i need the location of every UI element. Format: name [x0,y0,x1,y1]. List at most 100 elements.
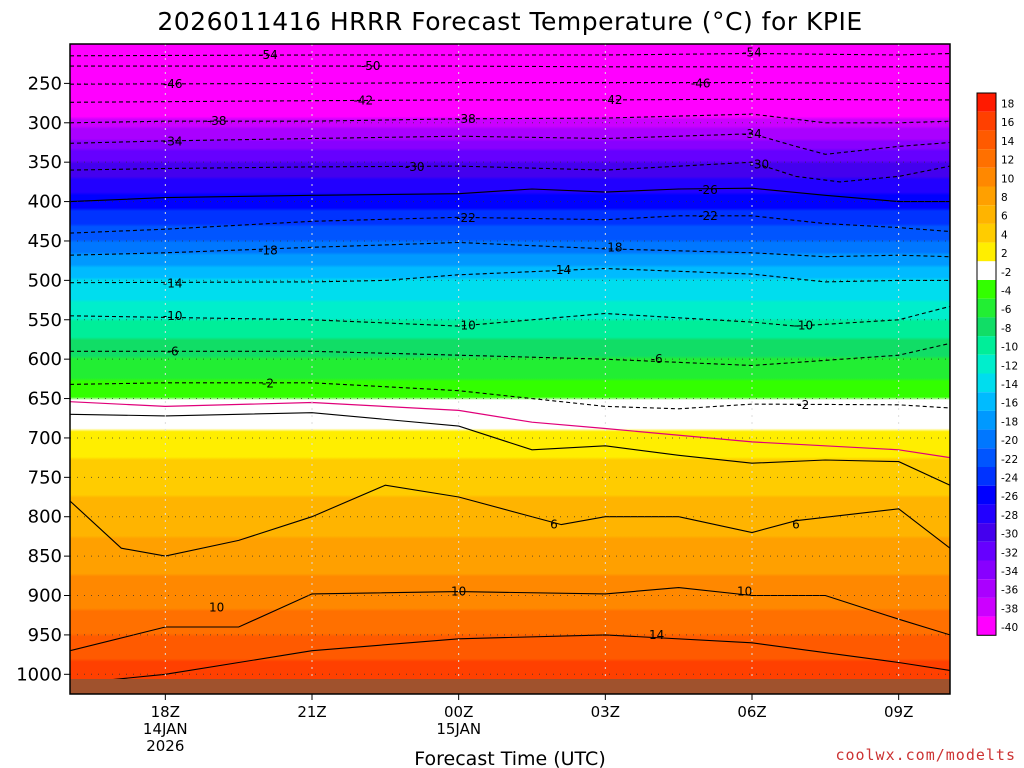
x-tick-label: 06Z [737,703,766,721]
isotherm-label: -30 [405,160,425,174]
isotherm-label: -14 [163,277,183,291]
colorbar-label: -8 [1001,323,1011,335]
isotherm-label: -2 [797,398,809,412]
isotherm-label: -42 [353,94,373,108]
ground-surface [70,679,950,694]
colorbar-swatch [977,504,996,524]
isotherm-10 [70,587,950,652]
colorbar-swatch [977,130,996,150]
colorbar-label: -10 [1001,342,1018,354]
x-tick-label: 18Z [151,703,180,721]
colorbar-label: 14 [1001,136,1015,148]
colorbar-swatch [977,616,996,636]
isotherm-label: -2 [262,377,274,391]
x-tick-label: 03Z [591,703,620,721]
y-tick-label: 250 [28,73,62,94]
colorbar-swatch [977,186,996,206]
colorbar-swatch [977,280,996,299]
isotherm-label: 10 [737,585,752,599]
colorbar-label: -12 [1001,360,1018,372]
colorbar-label: -24 [1001,473,1018,485]
isotherm--30 [70,161,950,183]
isotherm-label: 6 [550,518,558,532]
isotherm--34 [70,133,950,155]
plot-area: -54 -54-50-46 -46-42 -42-38 -38-34-34-30 -30-… [70,44,950,694]
colorbar-label: -32 [1001,547,1018,559]
colorbar-label: -16 [1001,398,1018,410]
colorbar-swatch [977,261,996,280]
colorbar-swatch [977,205,996,224]
isotherm-0 [70,401,950,459]
colorbar-swatch [977,467,996,486]
isotherm-14 [70,634,950,685]
colorbar-label: -38 [1001,603,1018,615]
colorbar-label: -6 [1001,304,1012,316]
x-tick-label: 14JAN [143,720,188,738]
isotherm-label: -10 [163,309,183,323]
isotherm-label: -10 [456,318,476,332]
x-axis-label: Forecast Time (UTC) [414,748,605,768]
isotherm-label: -42 [603,93,623,107]
colorbar-swatch [977,336,996,355]
isotherm-label: -34 [163,135,183,149]
colorbar-label: -4 [1001,286,1012,298]
plot-frame [69,43,951,695]
colorbar-label: 6 [1001,211,1008,223]
isotherm-label: -46 [163,77,183,91]
y-tick-label: 300 [28,113,62,134]
isotherm-label: -18 [603,240,623,254]
isotherm-label: -6 [651,352,663,366]
colorbar-swatch [977,597,996,617]
isotherm--10 [70,305,950,327]
isotherm-label: 6 [792,518,800,532]
colorbar-frame [976,92,997,636]
colorbar-label: 4 [1001,229,1008,241]
x-tick-label: 15JAN [436,720,481,738]
y-tick-label: 350 [28,152,62,173]
y-tick-label: 450 [28,231,62,252]
colorbar-swatch [977,410,996,430]
x-tick-label: 00Z [444,703,473,721]
y-tick-label: 550 [28,310,62,331]
colorbar-label: 2 [1001,248,1008,260]
colorbar-label: -22 [1001,454,1018,466]
chart-title: 2026011416 HRRR Forecast Temperature (°C… [157,7,862,36]
colorbar-label: -2 [1001,267,1011,279]
y-tick-label: 750 [28,467,62,488]
colorbar-label: -18 [1001,416,1018,428]
colorbar-swatch [977,149,996,168]
isotherm-6 [70,484,950,557]
colorbar-swatch [977,223,996,243]
y-tick-label: 850 [28,546,62,567]
y-tick-label: 950 [28,625,62,646]
colorbar-swatch [977,298,996,318]
colorbar-label: 12 [1001,155,1014,167]
y-tick-label: 800 [28,507,62,528]
isotherm-label: -10 [793,318,813,332]
isotherm-label: 10 [209,600,224,614]
colorbar-label: 8 [1001,192,1008,204]
colorbar-label: 18 [1001,99,1014,111]
colorbar-swatch [977,392,996,411]
colorbar-label: -14 [1001,379,1018,391]
colorbar-swatch [977,579,996,598]
colorbar: 18 16 14 12 10 8 6 4 2 -2 -4 -6 -8 -10 -12 -14 -16 -18 -20… [976,92,1018,636]
colorbar-label: 16 [1001,117,1015,129]
colorbar-swatch [977,373,996,393]
isotherm-label: -26 [698,183,718,197]
isotherm--54 [70,52,950,57]
isotherm-label: -6 [167,344,179,358]
temperature-field [70,44,950,694]
isotherm-label: -34 [742,127,762,141]
colorbar-swatch [977,560,996,580]
isotherm-label: 14 [649,628,664,642]
y-tick-label: 600 [28,349,62,370]
y-tick-label: 400 [28,192,62,213]
colorbar-swatch [977,485,996,505]
isotherm-label: -38 [456,112,476,126]
colorbar-label: -28 [1001,510,1018,522]
credit-link[interactable]: coolwx.com/modelts [835,746,1016,764]
colorbar-swatch [977,167,996,187]
colorbar-swatch [977,523,996,542]
